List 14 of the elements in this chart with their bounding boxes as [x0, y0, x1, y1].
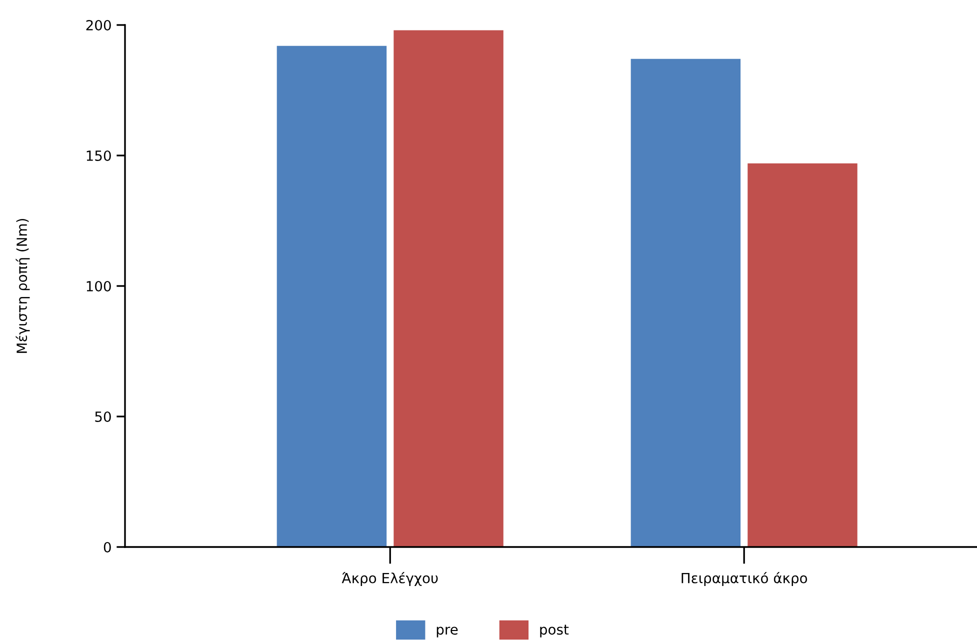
x-tick-label: Άκρο Ελέγχου [342, 572, 438, 586]
y-axis-title: Μέγιστη ροπή (Nm) [16, 218, 30, 353]
x-tick-label: Πειραματικό άκρο [682, 572, 808, 586]
y-tick-label: 150 [86, 150, 111, 161]
bar [630, 58, 741, 547]
y-tick-label: 200 [86, 20, 111, 30]
legend-label: post [540, 624, 569, 638]
bar [394, 30, 504, 547]
bar [276, 46, 387, 547]
y-tick-label: 50 [95, 411, 111, 422]
y-tick-label: 0 [104, 542, 111, 552]
legend-label: pre [436, 626, 458, 638]
bar [748, 163, 858, 547]
y-tick-label: 100 [86, 280, 111, 292]
